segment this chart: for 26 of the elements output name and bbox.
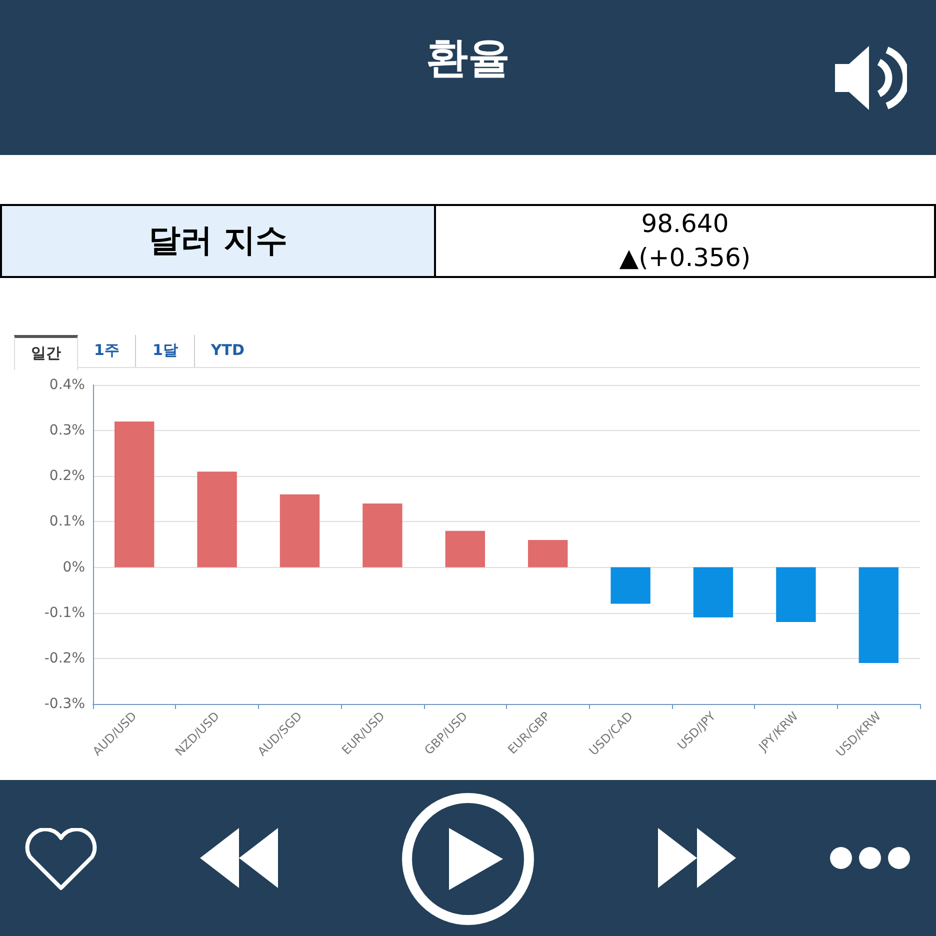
bar [610,567,650,604]
y-tick-label: -0.2% [44,650,85,666]
y-tick-label: -0.1% [44,604,85,621]
y-tick-label: 0.2% [49,468,85,484]
y-tick-label: 0.4% [49,377,85,393]
text: YTD [194,335,260,367]
text: 1주 [78,335,136,367]
text: 98.640 [641,208,729,240]
bar [693,567,734,618]
bar [280,494,320,568]
bar [114,421,154,568]
y-tick-label: -0.3% [44,696,85,712]
bar [528,540,568,568]
bar [776,567,816,622]
chart-title: 환율 [425,32,511,84]
bar [858,567,898,663]
bar [362,503,402,568]
text: 일간 [14,335,78,370]
y-tick-label: 0% [62,559,85,576]
text: ▲(+0.356) [619,242,751,274]
text: 1달 [136,335,195,367]
bar [445,530,485,568]
text: 달러 지수 [0,206,436,276]
bar [197,472,237,568]
y-tick-label: 0.1% [49,514,85,530]
y-tick-label: 0.3% [49,422,85,439]
